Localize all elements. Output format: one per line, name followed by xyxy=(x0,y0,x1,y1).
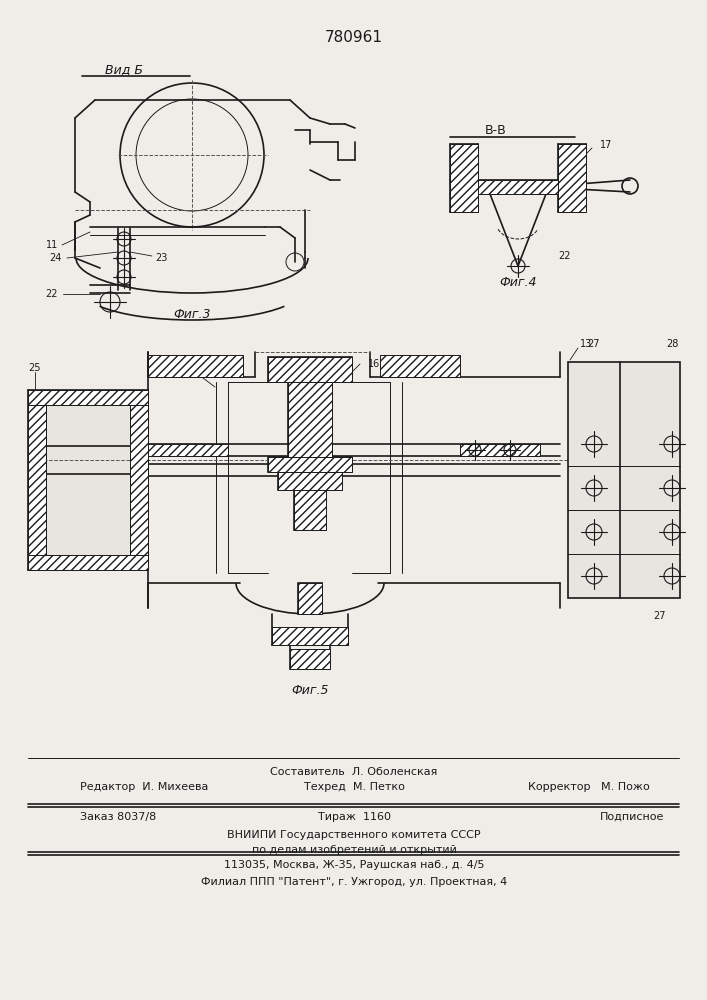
Bar xyxy=(278,472,342,490)
Bar xyxy=(380,355,460,377)
Text: 27: 27 xyxy=(588,339,600,349)
Bar xyxy=(568,362,680,598)
Bar xyxy=(268,457,352,472)
Bar xyxy=(28,390,46,570)
Text: 25: 25 xyxy=(28,363,40,373)
Bar xyxy=(28,555,148,570)
Text: 113035, Москва, Ж-35, Раушская наб., д. 4/5: 113035, Москва, Ж-35, Раушская наб., д. … xyxy=(223,860,484,870)
Text: Вид Б: Вид Б xyxy=(105,64,143,77)
Text: Заказ 8037/8: Заказ 8037/8 xyxy=(80,812,156,822)
Bar xyxy=(294,490,326,530)
Text: 23: 23 xyxy=(155,253,168,263)
Bar xyxy=(288,382,332,457)
Text: 28: 28 xyxy=(666,339,678,349)
Text: 780961: 780961 xyxy=(325,29,383,44)
Bar xyxy=(298,583,322,614)
Bar xyxy=(268,357,352,382)
Bar xyxy=(288,382,332,457)
Text: 22: 22 xyxy=(558,251,571,261)
Text: Подписное: Подписное xyxy=(600,812,665,822)
Text: Редактор  И. Михеева: Редактор И. Михеева xyxy=(80,782,209,792)
Text: Техред  М. Петко: Техред М. Петко xyxy=(303,782,404,792)
Bar xyxy=(272,627,348,645)
Bar xyxy=(478,180,558,194)
Bar xyxy=(450,144,478,212)
Bar xyxy=(46,405,130,555)
Text: 13: 13 xyxy=(580,339,592,349)
Text: 24: 24 xyxy=(49,253,62,263)
Text: 11: 11 xyxy=(188,363,200,373)
Text: 11: 11 xyxy=(46,240,58,250)
Text: 27: 27 xyxy=(654,611,666,621)
Bar xyxy=(294,490,326,530)
Text: В-В: В-В xyxy=(485,123,507,136)
Text: ВНИИПИ Государственного комитета СССР: ВНИИПИ Государственного комитета СССР xyxy=(227,830,481,840)
Bar xyxy=(130,390,148,570)
Bar xyxy=(148,444,228,456)
Bar xyxy=(268,357,352,382)
Bar xyxy=(268,457,352,472)
Bar xyxy=(558,144,586,212)
Text: 17: 17 xyxy=(600,140,612,150)
Text: Фиг.5: Фиг.5 xyxy=(291,684,329,698)
Bar xyxy=(298,583,322,614)
Bar xyxy=(460,444,540,456)
Text: Составитель  Л. Оболенская: Составитель Л. Оболенская xyxy=(270,767,438,777)
Text: Тираж  1160: Тираж 1160 xyxy=(317,812,390,822)
Bar xyxy=(148,355,243,377)
Bar xyxy=(28,390,148,405)
Text: 16: 16 xyxy=(368,359,380,369)
Text: 22: 22 xyxy=(45,289,58,299)
Text: Фиг.4: Фиг.4 xyxy=(499,275,537,288)
Text: Филиал ППП "Патент", г. Ужгород, ул. Проектная, 4: Филиал ППП "Патент", г. Ужгород, ул. Про… xyxy=(201,877,507,887)
Text: по делам изобретений и открытий: по делам изобретений и открытий xyxy=(252,845,457,855)
Bar xyxy=(290,649,330,669)
Bar xyxy=(278,472,342,490)
Text: Корректор   М. Пожо: Корректор М. Пожо xyxy=(528,782,650,792)
Text: Фиг.3: Фиг.3 xyxy=(173,308,211,320)
